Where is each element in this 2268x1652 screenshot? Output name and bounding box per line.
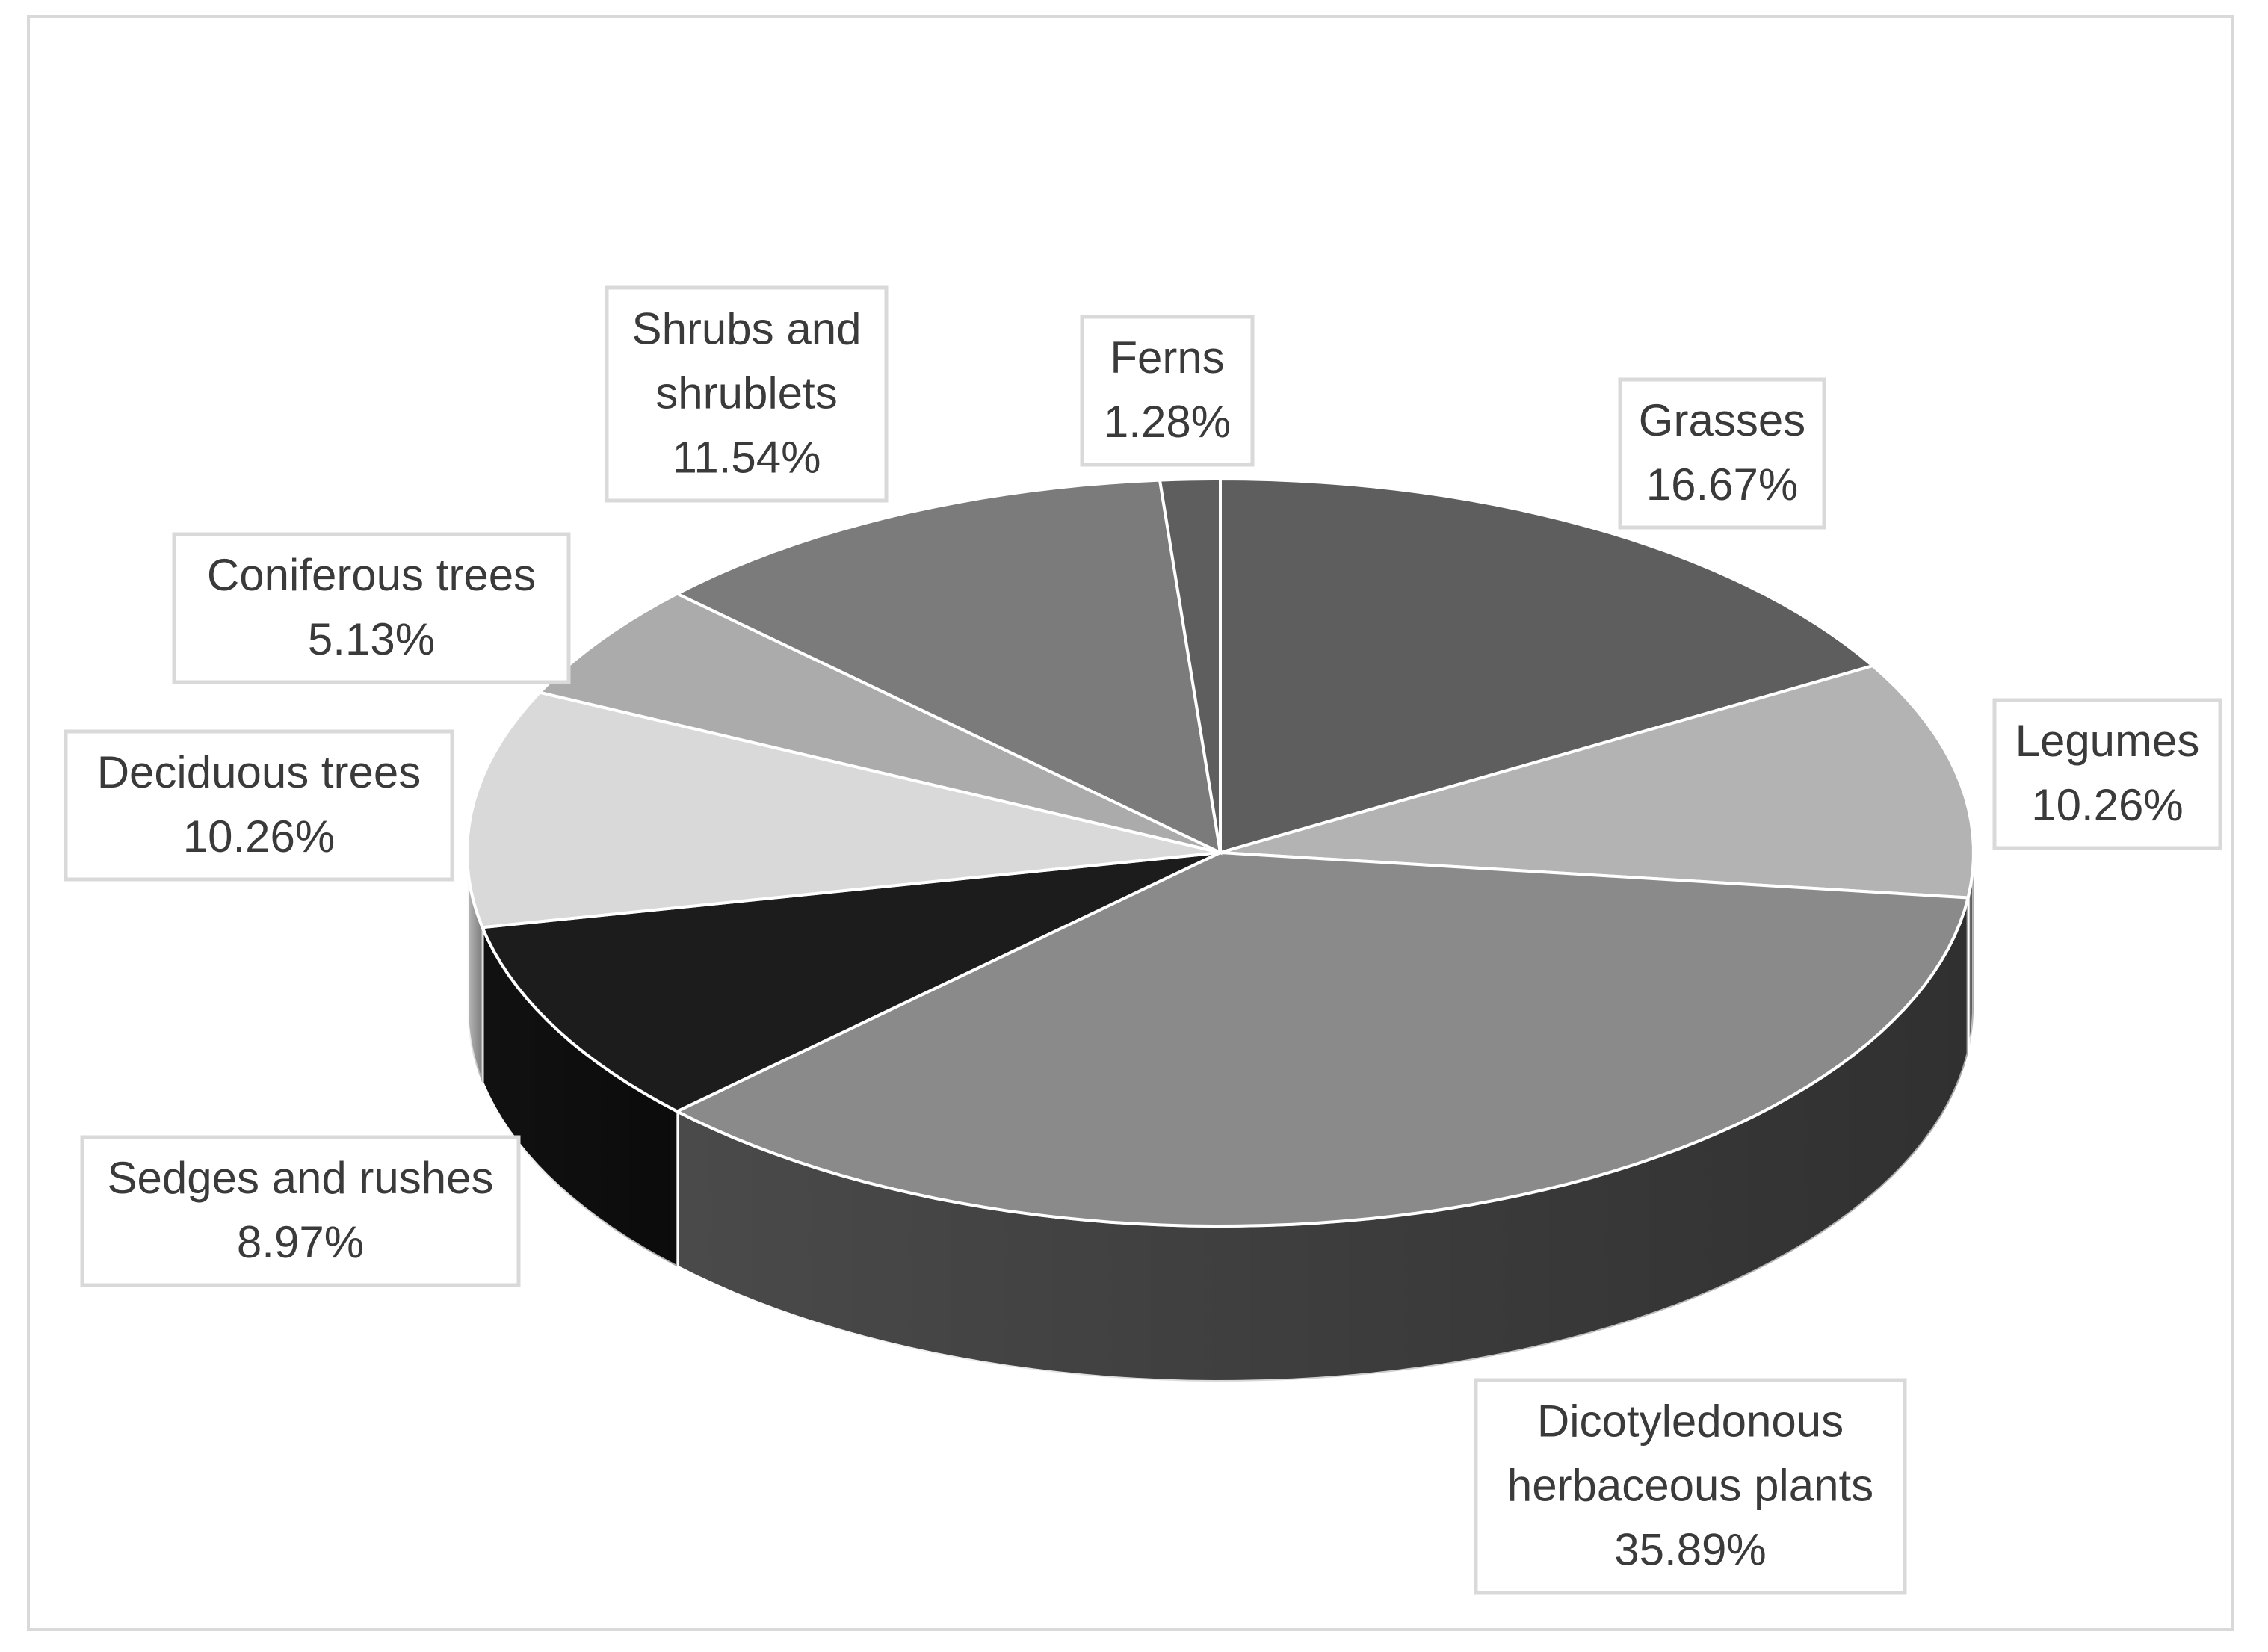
- data-label-name: Ferns: [1110, 332, 1224, 383]
- data-label-name: Grasses: [1639, 395, 1805, 445]
- data-label-name: Dicotyledonous: [1537, 1396, 1844, 1446]
- data-label-deciduous-trees: Deciduous trees 10.26%: [64, 729, 454, 882]
- data-label-value: 10.26%: [2031, 780, 2184, 830]
- data-label-value: 10.26%: [183, 811, 336, 861]
- data-label-name: Legumes: [2015, 716, 2200, 766]
- data-label-name: Sedges and rushes: [107, 1153, 493, 1203]
- data-label-legumes: Legumes 10.26%: [1992, 698, 2222, 850]
- data-label-value: 16.67%: [1646, 460, 1799, 510]
- data-label-ferns: Ferns 1.28%: [1080, 315, 1255, 467]
- data-label-value: 11.54%: [672, 432, 821, 482]
- data-label-name: Deciduous trees: [97, 747, 421, 797]
- data-label-shrubs-and-shrublets: Shrubs and shrublets 11.54%: [605, 285, 889, 503]
- pie-slice-dicotyledonous-herbaceous-plants: [673, 850, 1971, 1228]
- data-label-value: 1.28%: [1104, 397, 1231, 447]
- data-label-grasses: Grasses 16.67%: [1618, 377, 1826, 530]
- data-label-value: 35.89%: [1614, 1524, 1767, 1574]
- pie-slice-grasses: [1219, 477, 1876, 855]
- data-label-coniferous-trees: Coniferous trees 5.13%: [172, 532, 571, 684]
- data-label-name: Shrubs and: [632, 303, 862, 353]
- pie-slice-sedges-and-rushes: [480, 851, 1221, 1113]
- pie-slice-deciduous-trees: [465, 690, 1221, 929]
- data-label-name: Coniferous trees: [207, 550, 536, 600]
- pie-slice-ferns: [1158, 477, 1222, 853]
- data-label-name: herbaceous plants: [1507, 1460, 1873, 1510]
- data-label-value: 5.13%: [308, 614, 435, 664]
- data-label-dicotyledonous-herbaceous-plants: Dicotyledonous herbaceous plants 35.89%: [1474, 1378, 1907, 1595]
- data-label-value: 8.97%: [237, 1217, 364, 1267]
- pie-slice-legumes: [1220, 663, 1975, 900]
- data-label-name: shrublets: [655, 368, 837, 418]
- data-label-sedges-and-rushes: Sedges and rushes 8.97%: [80, 1135, 521, 1287]
- pie-slice-shrubs-and-shrublets: [673, 478, 1223, 856]
